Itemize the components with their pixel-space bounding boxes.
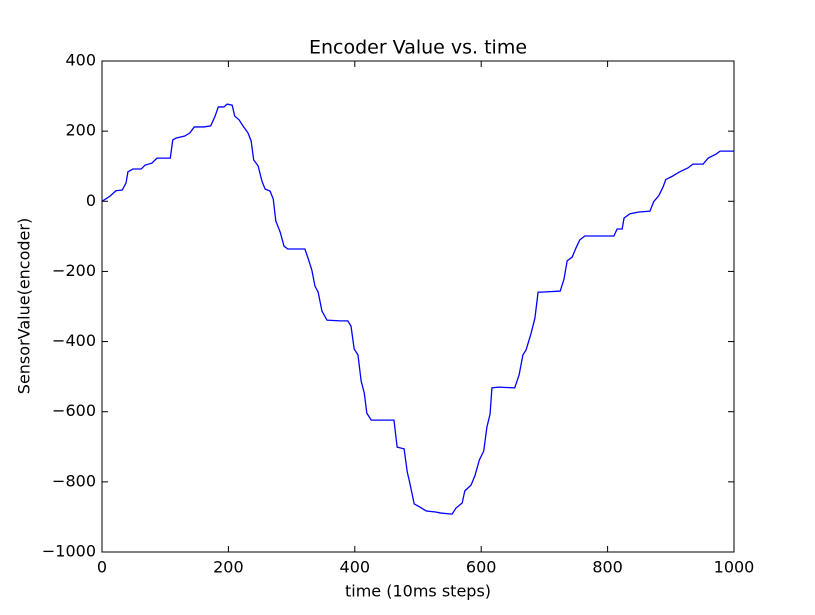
x-tick-label: 0 — [97, 558, 107, 577]
chart-title: Encoder Value vs. time — [309, 37, 527, 59]
y-tick-label: −600 — [52, 401, 96, 420]
x-tick-label: 400 — [340, 558, 371, 577]
y-tick-label: 0 — [86, 191, 96, 210]
y-tick-label: −1000 — [42, 542, 96, 561]
y-tick-label: −800 — [52, 471, 96, 490]
x-axis-label: time (10ms steps) — [345, 582, 491, 601]
x-tick-label: 800 — [592, 558, 623, 577]
y-tick-label: −400 — [52, 331, 96, 350]
y-tick-label: −200 — [52, 261, 96, 280]
plot-frame — [101, 60, 735, 553]
data-line — [101, 103, 734, 515]
y-tick-label: 200 — [65, 121, 96, 140]
x-tick-label: 200 — [213, 558, 244, 577]
y-tick-label: 400 — [65, 51, 96, 70]
x-tick-label: 600 — [466, 558, 497, 577]
x-tick-label: 1000 — [714, 558, 755, 577]
y-axis-label: SensorValue(encoder) — [15, 218, 34, 394]
